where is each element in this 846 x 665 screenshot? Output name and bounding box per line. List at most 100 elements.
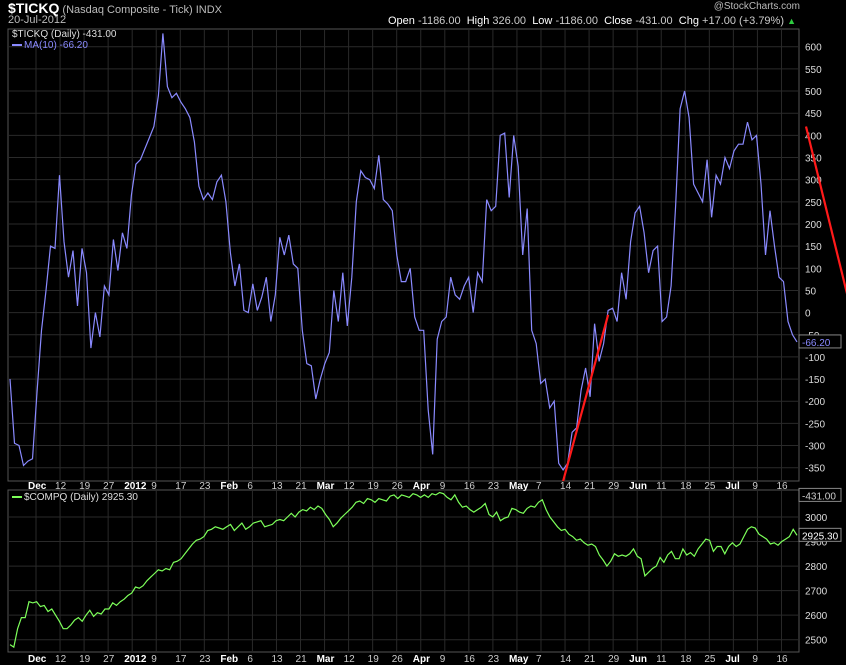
x-tick-label: Feb	[220, 654, 238, 665]
x-tick-label: Apr	[413, 481, 430, 492]
x-tick-label: 19	[79, 654, 91, 665]
x-tick-label: Mar	[317, 654, 335, 665]
y-tick-label: 3000	[805, 513, 828, 524]
tick-close-overlay-box	[798, 487, 842, 502]
compq-last-value: -431.00 2925.30	[798, 487, 842, 542]
y-tick-label: 2500	[805, 636, 828, 647]
y-tick-label: 300	[805, 176, 822, 187]
chart-date: 20-Jul-2012	[8, 14, 67, 26]
close-label: Close	[604, 15, 633, 27]
x-tick-label: 9	[151, 481, 157, 492]
y-tick-label: -300	[805, 442, 825, 453]
x-tick-label: 21	[296, 481, 308, 492]
x-tick-label: Jul	[725, 481, 740, 492]
y-tick-label: 500	[805, 87, 822, 98]
x-tick-label: 12	[55, 654, 67, 665]
x-tick-label: Apr	[413, 654, 430, 665]
x-tick-label: 9	[151, 654, 157, 665]
x-tick-label: 19	[368, 654, 380, 665]
x-tick-label: 29	[608, 481, 620, 492]
chg-label: Chg	[678, 15, 699, 27]
x-tick-label: 17	[175, 654, 187, 665]
tick-ma-line	[9, 33, 798, 471]
x-tick-label: 7	[536, 654, 542, 665]
tick-last-label-box	[798, 334, 842, 349]
low-value: -1186.00	[555, 15, 599, 27]
y-tick-label: 150	[805, 242, 822, 253]
x-tick-label: 21	[584, 481, 596, 492]
y-tick-label: 550	[805, 65, 822, 76]
x-tick-label: 6	[247, 481, 253, 492]
y-tick-label: 400	[805, 131, 822, 142]
tick-legend-title: $TICKQ (Daily) -431.00	[12, 29, 117, 40]
x-tick-label: 18	[680, 654, 692, 665]
x-tick-label: 9	[440, 654, 446, 665]
compq-panel-grid	[8, 490, 799, 652]
compq-last-label: 2925.30	[802, 531, 839, 542]
y-tick-label: 50	[805, 286, 817, 297]
y-tick-label: -200	[805, 397, 825, 408]
x-tick-label: 16	[464, 481, 476, 492]
y-tick-label: 2800	[805, 562, 828, 573]
compq-last-label-box	[798, 527, 842, 542]
compq-legend-title: $COMPQ (Daily) 2925.30	[24, 492, 138, 503]
ma-legend: MA(10) -66.20	[24, 40, 88, 51]
x-tick-label: 2012	[124, 481, 147, 492]
x-tick-label: 25	[704, 481, 716, 492]
compq-panel-y-axis: 3000 2900 2800 2700 2600 2500	[805, 513, 828, 647]
x-tick-label: Feb	[220, 481, 238, 492]
x-tick-label: 27	[103, 481, 115, 492]
x-tick-label: 23	[488, 654, 500, 665]
exchange: INDX	[195, 4, 222, 16]
y-tick-label: 2900	[805, 538, 828, 549]
high-value: 326.00	[492, 15, 527, 27]
y-tick-label: 250	[805, 198, 822, 209]
x-tick-label: 23	[199, 481, 211, 492]
open-value: -1186.00	[417, 15, 461, 27]
high-label: High	[466, 15, 490, 27]
red-trendline	[562, 314, 610, 482]
tick-last-value: -66.20	[798, 334, 842, 349]
y-tick-label: 2700	[805, 587, 828, 598]
y-tick-label: -100	[805, 353, 825, 364]
x-tick-label: May	[509, 654, 529, 665]
x-tick-label: 27	[103, 654, 115, 665]
x-axis-upper: Dec 12 19 27 2012 9 17 23 Feb 6 13 21 Mar 12 19 26 Apr 9 1…	[28, 481, 788, 492]
x-axis-lower: Dec 12 19 27 2012 9 17 23 Feb 6 13 21 Mar 12 19 26 Apr 9 1…	[28, 654, 788, 665]
x-tick-label: 14	[560, 481, 572, 492]
compq-panel-frame	[7, 489, 800, 653]
x-tick-label: 16	[776, 481, 788, 492]
x-tick-label: May	[509, 481, 529, 492]
x-tick-label: Dec	[28, 654, 47, 665]
y-tick-label: 100	[805, 264, 822, 275]
compq-line	[9, 491, 798, 649]
x-tick-label: 2012	[124, 654, 147, 665]
x-tick-label: 6	[247, 654, 253, 665]
y-tick-label: 450	[805, 109, 822, 120]
x-tick-label: Jun	[629, 654, 647, 665]
tick-panel-series	[9, 33, 798, 471]
x-tick-label: 21	[296, 654, 308, 665]
x-tick-label: 16	[464, 654, 476, 665]
x-tick-label: 9	[752, 481, 758, 492]
y-tick-label: -350	[805, 464, 825, 475]
ohlc-summary: Open -1186.00 High 326.00 Low -1186.00 C…	[388, 15, 796, 27]
x-tick-label: 7	[536, 481, 542, 492]
x-tick-label: Dec	[28, 481, 47, 492]
x-tick-label: 11	[656, 481, 667, 492]
x-tick-label: 25	[704, 654, 716, 665]
x-tick-label: 21	[584, 654, 596, 665]
chg-value: +17.00 (+3.79%)	[702, 15, 784, 27]
x-tick-label: 23	[199, 654, 211, 665]
chart-title: $TICKQ (Nasdaq Composite - Tick) INDX	[8, 0, 222, 16]
x-tick-label: 16	[776, 654, 788, 665]
open-label: Open	[388, 15, 415, 27]
x-tick-label: 13	[271, 481, 283, 492]
tick-panel-frame	[7, 28, 800, 482]
close-value: -431.00	[635, 15, 673, 27]
y-tick-label: 200	[805, 220, 822, 231]
x-tick-label: 11	[656, 654, 667, 665]
low-label: Low	[532, 15, 553, 27]
x-tick-label: 12	[344, 654, 356, 665]
